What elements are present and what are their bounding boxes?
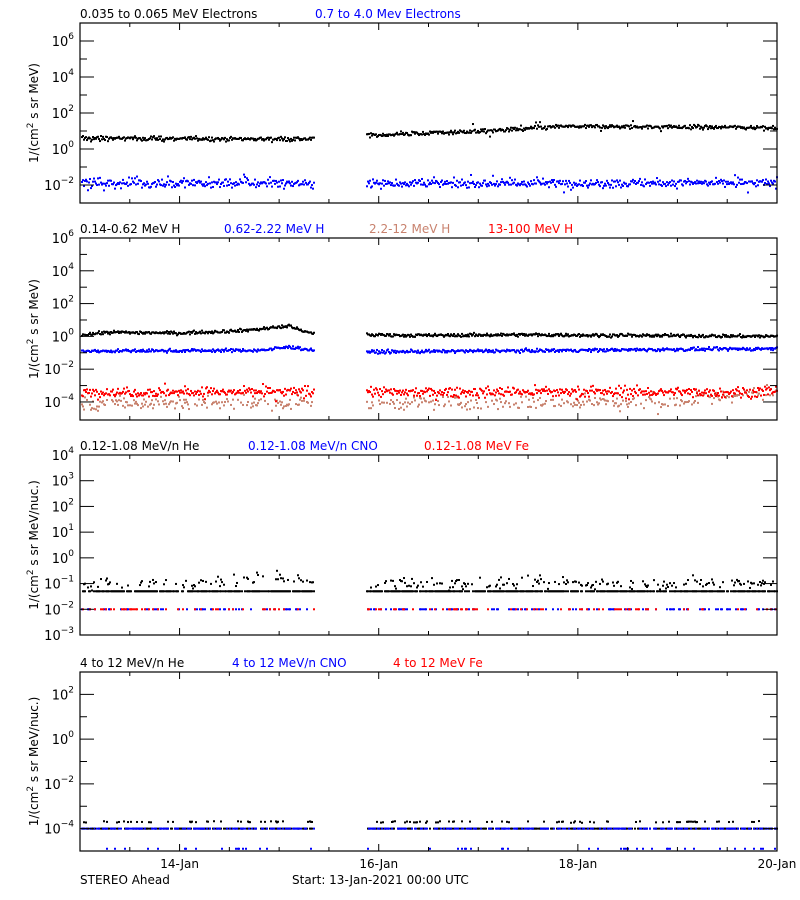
panel-1: 106 104 102 100 10−21/(cm2 s sr MeV) 0.035 to… <box>26 7 778 204</box>
panel-4: 102 100 10−2 10−41/(cm2 s sr MeV/nuc.) 4 to … <box>26 656 778 852</box>
legend-entry: 0.62-2.22 MeV H <box>224 222 324 236</box>
series <box>82 608 777 611</box>
series <box>81 608 776 611</box>
plot-frame <box>79 22 778 204</box>
y-tick-label: 10−2 <box>44 775 74 793</box>
plot-frame <box>79 454 778 636</box>
legend-entry: 4 to 12 MeV/n He <box>80 656 184 670</box>
y-tick-label: 100 <box>52 327 75 345</box>
x-tick-label: 16-Jan <box>359 857 398 871</box>
y-axis-label: 1/(cm2 s sr MeV) <box>26 63 41 163</box>
legend-entry: 2.2-12 MeV H <box>369 222 450 236</box>
y-tick-label: 101 <box>52 523 74 541</box>
panel-2-data <box>81 323 778 416</box>
panel-2: 106 104 102 100 10−2 10−41/(cm2 s sr MeV) 0.14… <box>26 222 778 421</box>
y-axis-label: 1/(cm2 s sr MeV/nuc.) <box>26 697 41 827</box>
y-tick-label: 100 <box>52 549 75 567</box>
y-tick-label: 102 <box>52 685 74 703</box>
legend-entry: 4 to 12 MeV/n CNO <box>232 656 347 670</box>
legend-entry: 0.14-0.62 MeV H <box>80 222 180 236</box>
series <box>81 323 778 339</box>
legend-entry: 0.12-1.08 MeV/n CNO <box>248 439 378 453</box>
y-tick-label: 10−2 <box>44 600 74 618</box>
series <box>81 827 777 830</box>
y-tick-label: 104 <box>52 446 75 464</box>
series <box>82 590 778 593</box>
y-tick-label: 100 <box>52 730 75 748</box>
y-tick-label: 104 <box>52 68 75 86</box>
start-time-label: Start: 13-Jan-2021 00:00 UTC <box>292 873 469 887</box>
y-tick-label: 10−1 <box>44 575 74 593</box>
legend-entry: 0.035 to 0.065 MeV Electrons <box>80 7 257 21</box>
plot-frame <box>79 671 778 852</box>
y-tick-label: 104 <box>52 262 75 280</box>
x-tick-label: 20-Jan <box>758 857 797 871</box>
y-tick-label: 10−2 <box>44 176 74 194</box>
y-tick-label: 102 <box>52 497 74 515</box>
series <box>82 827 778 830</box>
legend-entry: 4 to 12 MeV Fe <box>393 656 483 670</box>
series <box>81 173 778 194</box>
x-tick-label: 18-Jan <box>558 857 597 871</box>
y-tick-label: 10−3 <box>44 626 74 644</box>
panel-3: 104 103 102 101 100 10−1 10−2 10−3 1/(cm2 s sr M… <box>26 439 778 644</box>
legend-entry: 0.12-1.08 MeV Fe <box>424 439 529 453</box>
y-tick-label: 10−2 <box>44 360 74 378</box>
series <box>83 569 774 592</box>
y-tick-label: 100 <box>52 140 75 158</box>
y-tick-label: 10−4 <box>44 393 74 411</box>
x-tick-label: 14-Jan <box>160 857 199 871</box>
series <box>83 820 760 824</box>
panel-3-data <box>81 569 778 611</box>
panel-1-data <box>81 120 778 194</box>
y-tick-label: 106 <box>52 229 75 247</box>
y-tick-label: 102 <box>52 104 74 122</box>
y-tick-label: 102 <box>52 295 74 313</box>
series <box>81 382 778 403</box>
series <box>81 344 778 355</box>
legend-entry: 0.7 to 4.0 Mev Electrons <box>315 7 461 21</box>
y-tick-label: 10−4 <box>44 820 74 838</box>
y-axis-label: 1/(cm2 s sr MeV/nuc.) <box>26 480 41 610</box>
panel-4-data <box>81 820 778 850</box>
series <box>81 120 778 144</box>
legend-entry: 0.12-1.08 MeV/n He <box>80 439 199 453</box>
y-tick-label: 103 <box>52 472 74 490</box>
legend-entry: 13-100 MeV H <box>488 222 573 236</box>
y-axis-label: 1/(cm2 s sr MeV) <box>26 279 41 379</box>
series <box>106 847 776 850</box>
spacecraft-label: STEREO Ahead <box>80 873 170 887</box>
y-tick-label: 106 <box>52 32 75 50</box>
